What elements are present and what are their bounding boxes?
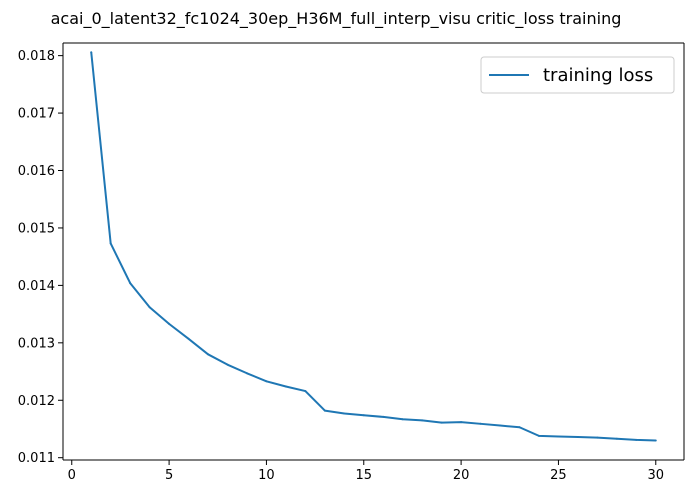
x-tick-label: 20 bbox=[453, 468, 470, 483]
y-tick-label: 0.014 bbox=[18, 279, 55, 294]
data-point bbox=[109, 242, 112, 245]
data-point bbox=[343, 412, 346, 415]
x-axis-ticks: 0 5 10 15 20 25 30 bbox=[68, 460, 664, 483]
data-point bbox=[187, 337, 190, 340]
data-point bbox=[615, 437, 618, 440]
x-tick-label: 10 bbox=[258, 468, 275, 483]
y-tick-label: 0.016 bbox=[18, 164, 55, 179]
data-point bbox=[401, 418, 404, 421]
data-point bbox=[499, 424, 502, 427]
data-point bbox=[129, 282, 132, 285]
x-tick-label: 25 bbox=[550, 468, 567, 483]
axes-frame bbox=[62, 42, 685, 461]
data-point bbox=[148, 306, 151, 309]
x-tick-label: 5 bbox=[165, 468, 173, 483]
x-tick-label: 15 bbox=[355, 468, 372, 483]
data-point bbox=[518, 426, 521, 429]
series-group bbox=[90, 51, 657, 442]
data-point bbox=[654, 439, 657, 442]
data-point bbox=[245, 372, 248, 375]
data-point bbox=[362, 414, 365, 417]
data-point bbox=[440, 421, 443, 424]
data-point bbox=[596, 436, 599, 439]
x-tick-label: 0 bbox=[68, 468, 76, 483]
data-point bbox=[421, 419, 424, 422]
data-point bbox=[635, 438, 638, 441]
data-point bbox=[460, 421, 463, 424]
y-tick-label: 0.017 bbox=[18, 107, 55, 122]
y-tick-label: 0.011 bbox=[18, 451, 55, 466]
data-point bbox=[479, 422, 482, 425]
data-point bbox=[168, 322, 171, 325]
data-point bbox=[557, 435, 560, 438]
series-line-training-loss bbox=[90, 52, 656, 442]
legend-box bbox=[480, 56, 675, 94]
chart-title: acai_0_latent32_fc1024_30ep_H36M_full_in… bbox=[51, 9, 622, 29]
y-tick-label: 0.012 bbox=[18, 394, 55, 409]
data-point bbox=[284, 385, 287, 388]
y-tick-label: 0.013 bbox=[18, 336, 55, 351]
data-point bbox=[323, 409, 326, 412]
data-point bbox=[304, 390, 307, 393]
legend-label: training loss bbox=[543, 65, 653, 86]
data-point bbox=[226, 363, 229, 366]
data-point bbox=[90, 51, 93, 54]
data-point bbox=[265, 380, 268, 383]
data-point bbox=[207, 353, 210, 356]
legend: training loss bbox=[480, 56, 675, 94]
x-tick-label: 30 bbox=[647, 468, 664, 483]
data-point bbox=[382, 415, 385, 418]
data-point bbox=[537, 434, 540, 437]
y-tick-label: 0.015 bbox=[18, 221, 55, 236]
y-axis-ticks: 0.011 0.012 0.013 0.014 0.015 0.016 0.017 0.018 bbox=[18, 49, 63, 466]
y-tick-label: 0.018 bbox=[18, 49, 55, 64]
data-point bbox=[576, 436, 579, 439]
plot-area bbox=[63, 43, 684, 460]
